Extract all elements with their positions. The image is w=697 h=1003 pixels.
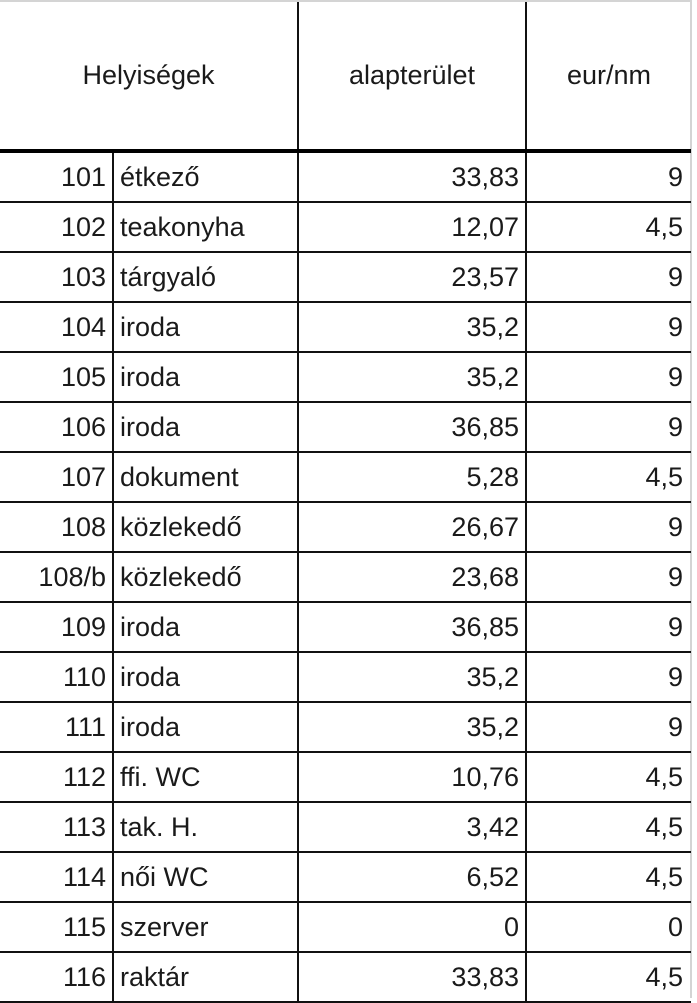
table-row: 104 iroda 35,2 9 [0, 302, 691, 353]
price-cell[interactable]: 9 [526, 151, 691, 203]
price-cell[interactable]: 9 [526, 352, 691, 403]
table-row: 113 tak. H. 3,42 4,5 [0, 802, 691, 853]
header-area[interactable]: alapterület [298, 2, 527, 153]
header-rooms[interactable]: Helyiségek [0, 2, 299, 153]
area-cell[interactable]: 26,67 [298, 502, 527, 553]
price-cell[interactable]: 9 [526, 302, 691, 353]
table-row: 108/b közlekedő 23,68 9 [0, 552, 691, 603]
area-cell[interactable]: 36,85 [298, 602, 527, 653]
area-cell[interactable]: 33,83 [298, 952, 527, 1003]
room-name-cell[interactable]: teakonyha [113, 202, 299, 253]
price-cell[interactable]: 0 [526, 902, 691, 953]
price-cell[interactable]: 4,5 [526, 452, 691, 503]
area-cell[interactable]: 0 [298, 902, 527, 953]
table-row: 112 ffi. WC 10,76 4,5 [0, 752, 691, 803]
table-row: 103 tárgyaló 23,57 9 [0, 252, 691, 303]
room-number-cell[interactable]: 108/b [0, 552, 114, 603]
table-row: 102 teakonyha 12,07 4,5 [0, 202, 691, 253]
price-cell[interactable]: 4,5 [526, 852, 691, 903]
table-row: 111 iroda 35,2 9 [0, 702, 691, 753]
header-row: Helyiségek alapterület eur/nm [0, 2, 691, 153]
room-name-cell[interactable]: közlekedő [113, 502, 299, 553]
room-number-cell[interactable]: 109 [0, 602, 114, 653]
area-cell[interactable]: 35,2 [298, 302, 527, 353]
area-cell[interactable]: 12,07 [298, 202, 527, 253]
room-name-cell[interactable]: szerver [113, 902, 299, 953]
table-row: 106 iroda 36,85 9 [0, 402, 691, 453]
room-name-cell[interactable]: tárgyaló [113, 252, 299, 303]
area-cell[interactable]: 3,42 [298, 802, 527, 853]
header-price[interactable]: eur/nm [526, 2, 691, 153]
area-cell[interactable]: 35,2 [298, 652, 527, 703]
area-cell[interactable]: 6,52 [298, 852, 527, 903]
price-cell[interactable]: 9 [526, 652, 691, 703]
room-number-cell[interactable]: 106 [0, 402, 114, 453]
room-number-cell[interactable]: 115 [0, 902, 114, 953]
room-name-cell[interactable]: iroda [113, 602, 299, 653]
price-cell[interactable]: 9 [526, 602, 691, 653]
room-name-cell[interactable]: tak. H. [113, 802, 299, 853]
room-name-cell[interactable]: iroda [113, 402, 299, 453]
area-cell[interactable]: 23,57 [298, 252, 527, 303]
area-cell[interactable]: 23,68 [298, 552, 527, 603]
table-row: 108 közlekedő 26,67 9 [0, 502, 691, 553]
room-number-cell[interactable]: 116 [0, 952, 114, 1003]
area-cell[interactable]: 35,2 [298, 352, 527, 403]
room-number-cell[interactable]: 110 [0, 652, 114, 703]
room-number-cell[interactable]: 107 [0, 452, 114, 503]
room-name-cell[interactable]: iroda [113, 702, 299, 753]
price-cell[interactable]: 9 [526, 702, 691, 753]
room-name-cell[interactable]: iroda [113, 352, 299, 403]
area-cell[interactable]: 33,83 [298, 151, 527, 203]
table-row: 116 raktár 33,83 4,5 [0, 952, 691, 1003]
room-number-cell[interactable]: 114 [0, 852, 114, 903]
room-name-cell[interactable]: raktár [113, 952, 299, 1003]
room-number-cell[interactable]: 113 [0, 802, 114, 853]
room-number-cell[interactable]: 105 [0, 352, 114, 403]
room-name-cell[interactable]: iroda [113, 652, 299, 703]
area-cell[interactable]: 5,28 [298, 452, 527, 503]
table-row: 101 étkező 33,83 9 [0, 151, 691, 203]
room-name-cell[interactable]: ffi. WC [113, 752, 299, 803]
room-number-cell[interactable]: 111 [0, 702, 114, 753]
price-cell[interactable]: 4,5 [526, 202, 691, 253]
price-cell[interactable]: 9 [526, 252, 691, 303]
room-number-cell[interactable]: 101 [0, 151, 114, 203]
price-cell[interactable]: 9 [526, 552, 691, 603]
table-row: 107 dokument 5,28 4,5 [0, 452, 691, 503]
room-name-cell[interactable]: dokument [113, 452, 299, 503]
price-cell[interactable]: 9 [526, 502, 691, 553]
area-cell[interactable]: 10,76 [298, 752, 527, 803]
table-row: 110 iroda 35,2 9 [0, 652, 691, 703]
price-cell[interactable]: 4,5 [526, 952, 691, 1003]
area-cell[interactable]: 35,2 [298, 702, 527, 753]
table-row: 109 iroda 36,85 9 [0, 602, 691, 653]
table-row: 114 női WC 6,52 4,5 [0, 852, 691, 903]
room-name-cell[interactable]: iroda [113, 302, 299, 353]
room-number-cell[interactable]: 108 [0, 502, 114, 553]
room-name-cell[interactable]: étkező [113, 151, 299, 203]
room-name-cell[interactable]: közlekedő [113, 552, 299, 603]
room-name-cell[interactable]: női WC [113, 852, 299, 903]
price-cell[interactable]: 4,5 [526, 752, 691, 803]
area-cell[interactable]: 36,85 [298, 402, 527, 453]
room-number-cell[interactable]: 103 [0, 252, 114, 303]
room-number-cell[interactable]: 112 [0, 752, 114, 803]
table-row: 115 szerver 0 0 [0, 902, 691, 953]
price-cell[interactable]: 9 [526, 402, 691, 453]
room-number-cell[interactable]: 102 [0, 202, 114, 253]
price-cell[interactable]: 4,5 [526, 802, 691, 853]
room-number-cell[interactable]: 104 [0, 302, 114, 353]
table-row: 105 iroda 35,2 9 [0, 352, 691, 403]
